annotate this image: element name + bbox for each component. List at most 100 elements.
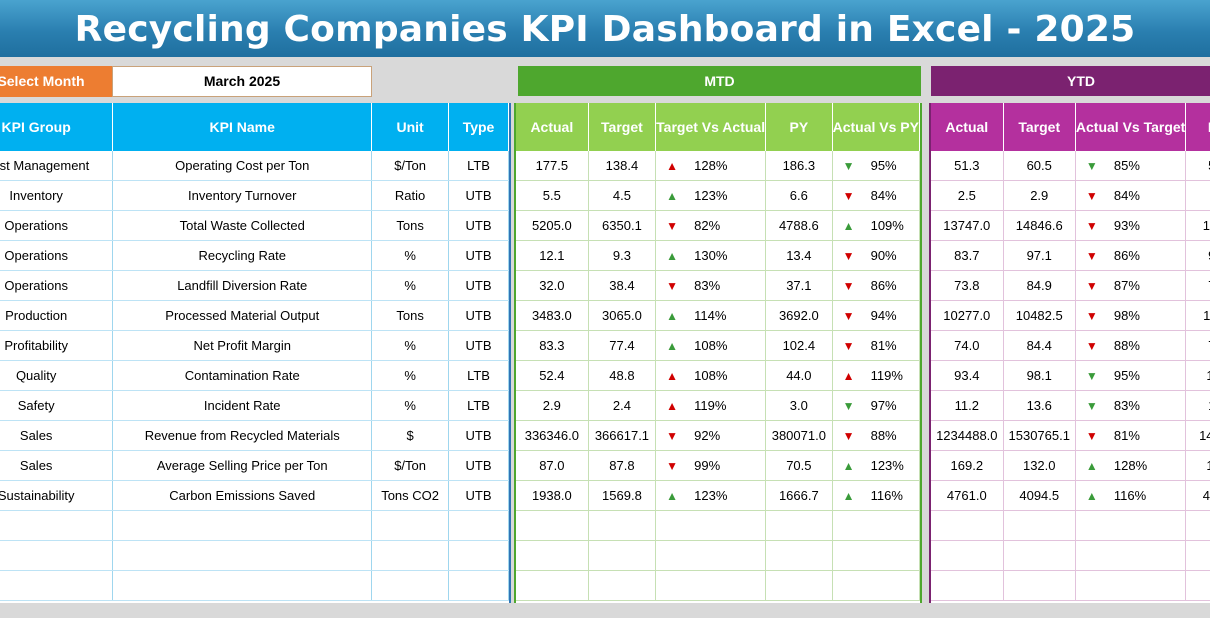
table-row: 2.52.9 ▼ 84% 2. xyxy=(931,180,1210,211)
arrow-up-icon: ▲ xyxy=(666,249,679,263)
empty-cell xyxy=(112,570,373,601)
mtd-header-1: Target xyxy=(588,103,657,151)
month-dropdown[interactable]: March 2025 xyxy=(112,66,372,97)
ytd-py-cell: 97. xyxy=(1185,240,1210,271)
ytd-actual-vs-target-cell-value: 128% xyxy=(1113,458,1148,473)
empty-cell xyxy=(931,510,1004,541)
type-cell: UTB xyxy=(448,450,509,481)
ytd-actual-cell: 1234488.0 xyxy=(931,420,1004,451)
ytd-py-cell: 4713 xyxy=(1185,480,1210,511)
kpi-group-cell: Operations xyxy=(0,270,114,301)
table-row: Production Processed Material Output Tons U… xyxy=(0,300,509,331)
table-row: 5.5 4.5 ▲ 123% 6.6 ▼ 84% xyxy=(516,180,920,211)
arrow-up-icon: ▲ xyxy=(666,159,679,173)
ytd-py-cell: 56. xyxy=(1185,151,1210,181)
type-cell: LTB xyxy=(448,360,509,391)
table-row: 87.0 87.8 ▼ 99% 70.5 ▲ 123% xyxy=(516,450,920,481)
mtd-target-vs-actual-cell: ▲ 119% xyxy=(655,390,767,421)
ytd-actual-vs-target-cell: ▼ 95% xyxy=(1075,360,1187,391)
ytd-actual-cell: 74.0 xyxy=(931,330,1004,361)
mtd-target-vs-actual-cell: ▼ 99% xyxy=(655,450,767,481)
mtd-actual-vs-py-cell-value: 116% xyxy=(870,488,903,503)
empty-cell xyxy=(371,510,450,541)
empty-cell xyxy=(1003,540,1076,571)
mtd-actual-vs-py-cell: ▲ 119% xyxy=(832,360,920,391)
kpi-group-cell: Sustainability xyxy=(0,480,114,511)
ytd-actual-cell: 2.5 xyxy=(931,180,1004,211)
ytd-py-cell: 107 xyxy=(1185,360,1210,391)
kpi-name-cell: Landfill Diversion Rate xyxy=(112,270,373,301)
mtd-py-cell: 37.1 xyxy=(765,270,833,301)
mtd-actual-cell: 177.5 xyxy=(516,151,589,181)
mtd-target-vs-actual-cell-value: 82% xyxy=(694,218,721,233)
arrow-down-icon: ▼ xyxy=(1085,339,1098,353)
ytd-target-cell: 2.9 xyxy=(1003,180,1076,211)
table-row: Operations Total Waste Collected Tons UTB xyxy=(0,210,509,241)
empty-cell xyxy=(371,570,450,601)
kpi-name-cell: Incident Rate xyxy=(112,390,373,421)
table-row: 93.498.1 ▼ 95% 107 xyxy=(931,360,1210,391)
mtd-actual-vs-py-cell: ▲ 123% xyxy=(832,450,920,481)
ytd-actual-vs-target-cell-value: 85% xyxy=(1113,158,1140,173)
mtd-target-cell: 1569.8 xyxy=(588,480,657,511)
empty-cell xyxy=(832,540,920,571)
mtd-header-4: Actual Vs PY xyxy=(832,103,920,151)
mtd-header-0: Actual xyxy=(516,103,589,151)
empty-cell xyxy=(0,510,114,541)
table-row: 32.0 38.4 ▼ 83% 37.1 ▼ 86% xyxy=(516,270,920,301)
empty-cell xyxy=(655,540,767,571)
mtd-actual-vs-py-cell: ▼ 94% xyxy=(832,300,920,331)
mtd-target-cell: 48.8 xyxy=(588,360,657,391)
empty-cell xyxy=(0,570,114,601)
ytd-py-cell: 14690 xyxy=(1185,420,1210,451)
empty-cell xyxy=(516,540,589,571)
mtd-py-cell: 13.4 xyxy=(765,240,833,271)
type-cell: UTB xyxy=(448,180,509,211)
table-row: Sales Revenue from Recycled Materials $ UTB xyxy=(0,420,509,451)
mtd-target-vs-actual-cell-value: 114% xyxy=(694,308,727,323)
mtd-actual-vs-py-cell-value: 84% xyxy=(870,188,897,203)
table-row: Safety Incident Rate% LTB xyxy=(0,390,509,421)
kpi-name-cell: Recycling Rate xyxy=(112,240,373,271)
mtd-py-cell: 3692.0 xyxy=(765,300,833,331)
arrow-down-icon: ▼ xyxy=(842,339,855,353)
empty-cell xyxy=(516,510,589,541)
table-row: 2.9 2.4 ▲ 119% 3.0 ▼ 97% xyxy=(516,390,920,421)
ytd-target-cell: 1530765.1 xyxy=(1003,420,1076,451)
unit-cell: $/Ton xyxy=(371,450,450,481)
mtd-actual-vs-py-cell: ▼ 86% xyxy=(832,270,920,301)
mtd-target-cell: 77.4 xyxy=(588,330,657,361)
ytd-header-1: Target xyxy=(1003,103,1076,151)
ytd-actual-vs-target-cell: ▼ 83% xyxy=(1075,390,1187,421)
mtd-target-vs-actual-cell-value: 128% xyxy=(694,158,728,173)
ytd-actual-cell: 83.7 xyxy=(931,240,1004,271)
mtd-target-vs-actual-cell-value: 108% xyxy=(694,338,728,353)
mtd-py-cell: 380071.0 xyxy=(765,420,833,451)
arrow-up-icon: ▲ xyxy=(1085,489,1098,503)
mtd-actual-vs-py-cell-value: 86% xyxy=(870,278,897,293)
ytd-section-header: YTD xyxy=(931,66,1210,96)
unit-cell: % xyxy=(371,270,450,301)
mtd-actual-vs-py-cell: ▲ 116% xyxy=(832,480,920,511)
mtd-actual-cell: 52.4 xyxy=(516,360,589,391)
ytd-target-cell: 84.9 xyxy=(1003,270,1076,301)
arrow-up-icon: ▲ xyxy=(842,369,855,383)
mtd-target-vs-actual-cell-value: 123% xyxy=(694,188,728,203)
arrow-down-icon: ▼ xyxy=(666,279,679,293)
empty-row xyxy=(0,570,509,601)
arrow-down-icon: ▼ xyxy=(842,309,855,323)
arrow-down-icon: ▼ xyxy=(1085,219,1098,233)
empty-cell xyxy=(588,570,657,601)
mtd-target-vs-actual-cell: ▲ 108% xyxy=(655,330,767,361)
ytd-target-cell: 84.4 xyxy=(1003,330,1076,361)
empty-cell xyxy=(832,510,920,541)
kpi-group-cell: Safety xyxy=(0,390,114,421)
mtd-actual-vs-py-cell-value: 81% xyxy=(870,338,897,353)
kpi-name-cell: Carbon Emissions Saved xyxy=(112,480,373,511)
arrow-down-icon: ▼ xyxy=(666,429,679,443)
kpi-group-cell: Operations xyxy=(0,240,114,271)
empty-cell xyxy=(1185,540,1210,571)
